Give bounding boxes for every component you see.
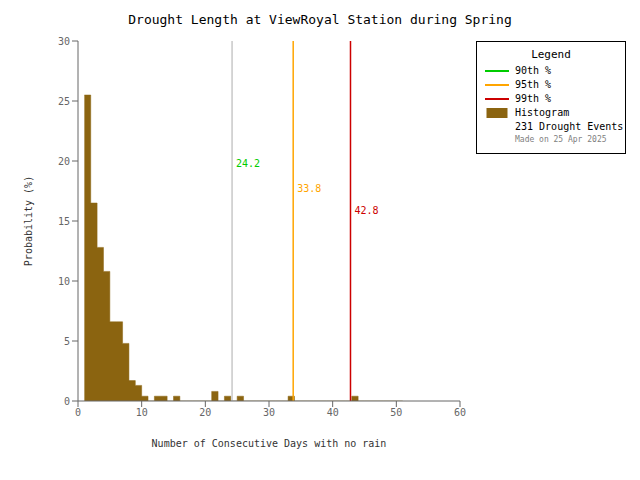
svg-text:30: 30 xyxy=(58,36,70,47)
html-text:Made on 25 Apr 2025: Made on 25 Apr 2025 xyxy=(515,135,607,144)
svg-text:Number of Consecutive Days wit: Number of Consecutive Days with no rain xyxy=(152,438,387,449)
svg-text:20: 20 xyxy=(199,407,211,418)
html-text:90th %: 90th % xyxy=(515,65,552,76)
html-text:231 Drought Events: 231 Drought Events xyxy=(515,121,624,132)
html-text:Histogram: Histogram xyxy=(515,107,570,118)
svg-text:10: 10 xyxy=(136,407,148,418)
svg-text:5: 5 xyxy=(64,336,70,347)
svg-text:Probability (%): Probability (%) xyxy=(23,176,34,266)
svg-text:25: 25 xyxy=(58,96,70,107)
svg-text:33.8: 33.8 xyxy=(297,183,321,194)
html-text:95th %: 95th % xyxy=(515,79,552,90)
svg-text:50: 50 xyxy=(390,407,402,418)
svg-text:60: 60 xyxy=(454,407,466,418)
svg-text:0: 0 xyxy=(75,407,81,418)
html-text:99th %: 99th % xyxy=(515,93,552,104)
svg-text:20: 20 xyxy=(58,156,70,167)
svg-text:30: 30 xyxy=(263,407,275,418)
html-text:Drought Length at ViewRoyal St: Drought Length at ViewRoyal Station duri… xyxy=(128,12,512,27)
svg-text:42.8: 42.8 xyxy=(354,205,378,216)
html-text:Legend: Legend xyxy=(531,48,571,61)
svg-text:24.2: 24.2 xyxy=(236,158,260,169)
svg-text:0: 0 xyxy=(64,396,70,407)
svg-text:40: 40 xyxy=(327,407,339,418)
svg-text:15: 15 xyxy=(58,216,70,227)
svg-text:10: 10 xyxy=(58,276,70,287)
